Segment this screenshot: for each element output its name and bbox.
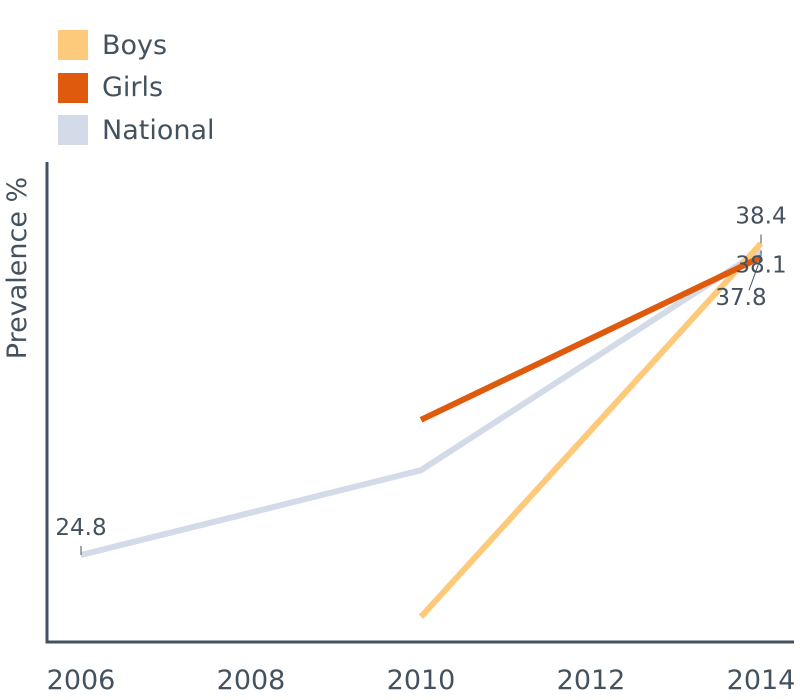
legend-item-national[interactable]: National xyxy=(58,109,215,152)
data-labels: 24.8 38.4 38.1 37.8 xyxy=(55,203,787,555)
legend-item-boys[interactable]: Boys xyxy=(58,24,215,67)
legend-item-girls[interactable]: Girls xyxy=(58,67,215,110)
x-tick-label-2012: 2012 xyxy=(557,665,626,696)
x-tick-label-2006: 2006 xyxy=(47,665,116,696)
legend-swatch-national xyxy=(58,115,88,146)
legend-label-national: National xyxy=(102,114,215,146)
legend: Boys Girls National xyxy=(58,24,215,152)
x-tick-label-2008: 2008 xyxy=(217,665,286,696)
legend-swatch-boys xyxy=(58,30,88,61)
x-ticks: 2006 2008 2010 2012 2014 xyxy=(47,665,796,696)
series-layer xyxy=(80,241,764,619)
data-label: 38.4 xyxy=(735,203,786,229)
legend-swatch-girls xyxy=(58,72,88,103)
series-line-boys[interactable] xyxy=(418,241,764,619)
data-label: 38.1 xyxy=(735,252,786,278)
legend-label-girls: Girls xyxy=(102,72,164,104)
series-line-girls[interactable] xyxy=(419,254,763,423)
data-label-leader xyxy=(748,257,762,291)
data-label: 37.8 xyxy=(715,285,766,311)
data-label: 24.8 xyxy=(55,515,106,541)
x-tick-label-2014: 2014 xyxy=(727,665,796,696)
legend-label-boys: Boys xyxy=(102,29,168,61)
y-axis-label: Prevalence % xyxy=(2,177,33,359)
x-tick-label-2010: 2010 xyxy=(387,665,456,696)
series-line-national[interactable] xyxy=(80,247,763,558)
